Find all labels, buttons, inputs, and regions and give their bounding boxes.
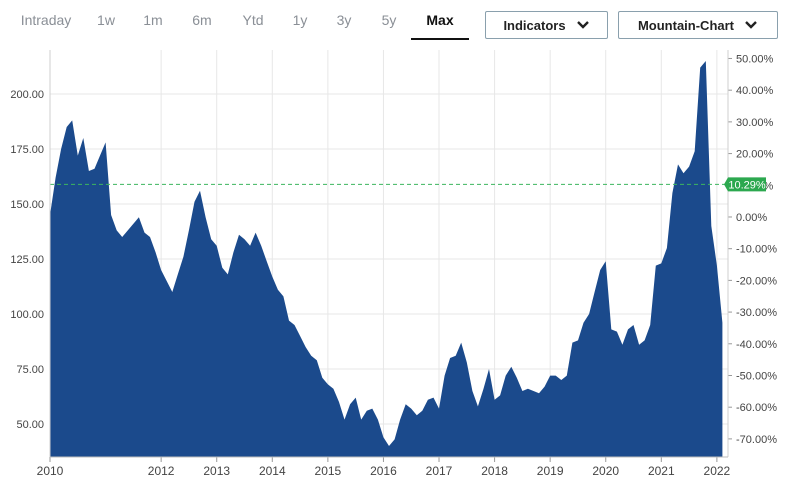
chevron-down-icon: [745, 21, 757, 29]
x-tick-label: 2018: [481, 464, 508, 478]
badge-shape: [724, 177, 766, 192]
x-tick-label: 2017: [426, 464, 453, 478]
y-tick-label-left: 100.00: [10, 309, 44, 321]
tab-intraday[interactable]: Intraday: [20, 12, 72, 28]
y-tick-label-right: 50.00%: [736, 53, 774, 65]
x-tick-label: 2016: [370, 464, 397, 478]
y-tick-label-right: 30.00%: [736, 117, 774, 129]
y-tick-label-left: 125.00: [10, 254, 44, 266]
x-tick-label: 2012: [148, 464, 175, 478]
y-tick-label-right: -40.00%: [736, 339, 777, 351]
x-tick-label: 2019: [537, 464, 564, 478]
y-tick-label-right: -50.00%: [736, 370, 777, 382]
chart-type-dropdown[interactable]: Mountain-Chart: [618, 11, 778, 39]
axes: 2010 2012 2013 2014 2015 2016 2017 2018 2019 2020…: [10, 50, 777, 478]
y-tick-label-right: -10.00%: [736, 244, 777, 256]
chevron-down-icon: [576, 21, 589, 29]
current-change-label: 10.29%: [728, 179, 766, 191]
y-tick-label-left: 175.00: [10, 144, 44, 156]
y-tick-label-left: 50.00: [16, 419, 44, 431]
y-tick-label-right: 40.00%: [736, 85, 774, 97]
x-tick-label: 2022: [704, 464, 731, 478]
tab-5y[interactable]: 5y: [381, 12, 397, 28]
price-area: [50, 61, 723, 457]
tab-1y[interactable]: 1y: [292, 12, 308, 28]
x-tick-label: 2010: [37, 464, 64, 478]
x-tick-label: 2015: [315, 464, 342, 478]
y-tick-label-right: -20.00%: [736, 275, 777, 287]
y-tick-label-right: 0.00%: [736, 212, 767, 224]
tab-6m[interactable]: 6m: [192, 12, 212, 28]
tab-3y[interactable]: 3y: [336, 12, 352, 28]
indicators-label: Indicators: [503, 17, 566, 33]
x-tick-label: 2014: [259, 464, 286, 478]
y-tick-label-right: 20.00%: [736, 149, 774, 161]
y-tick-label-right: -60.00%: [736, 402, 777, 414]
y-tick-label-left: 150.00: [10, 199, 44, 211]
tab-1m[interactable]: 1m: [143, 12, 163, 28]
y-tick-label-left: 200.00: [10, 89, 44, 101]
y-tick-label-right: -30.00%: [736, 307, 777, 319]
chart-type-label: Mountain-Chart: [637, 17, 735, 33]
tab-max[interactable]: Max: [426, 12, 454, 28]
y-tick-label-left: 75.00: [16, 364, 44, 376]
active-tab-underline: [411, 38, 469, 40]
x-tick-label: 2021: [648, 464, 675, 478]
tab-1w[interactable]: 1w: [97, 12, 115, 28]
y-tick-label-right: -70.00%: [736, 434, 777, 446]
timeframe-toolbar: Intraday 1w 1m 6m Ytd 1y 3y 5y Max Indic…: [0, 0, 800, 44]
current-value-badge: 10.29%: [724, 177, 766, 192]
indicators-dropdown[interactable]: Indicators: [485, 11, 608, 39]
x-tick-label: 2013: [203, 464, 230, 478]
tab-ytd[interactable]: Ytd: [242, 12, 264, 28]
x-tick-label: 2020: [592, 464, 619, 478]
